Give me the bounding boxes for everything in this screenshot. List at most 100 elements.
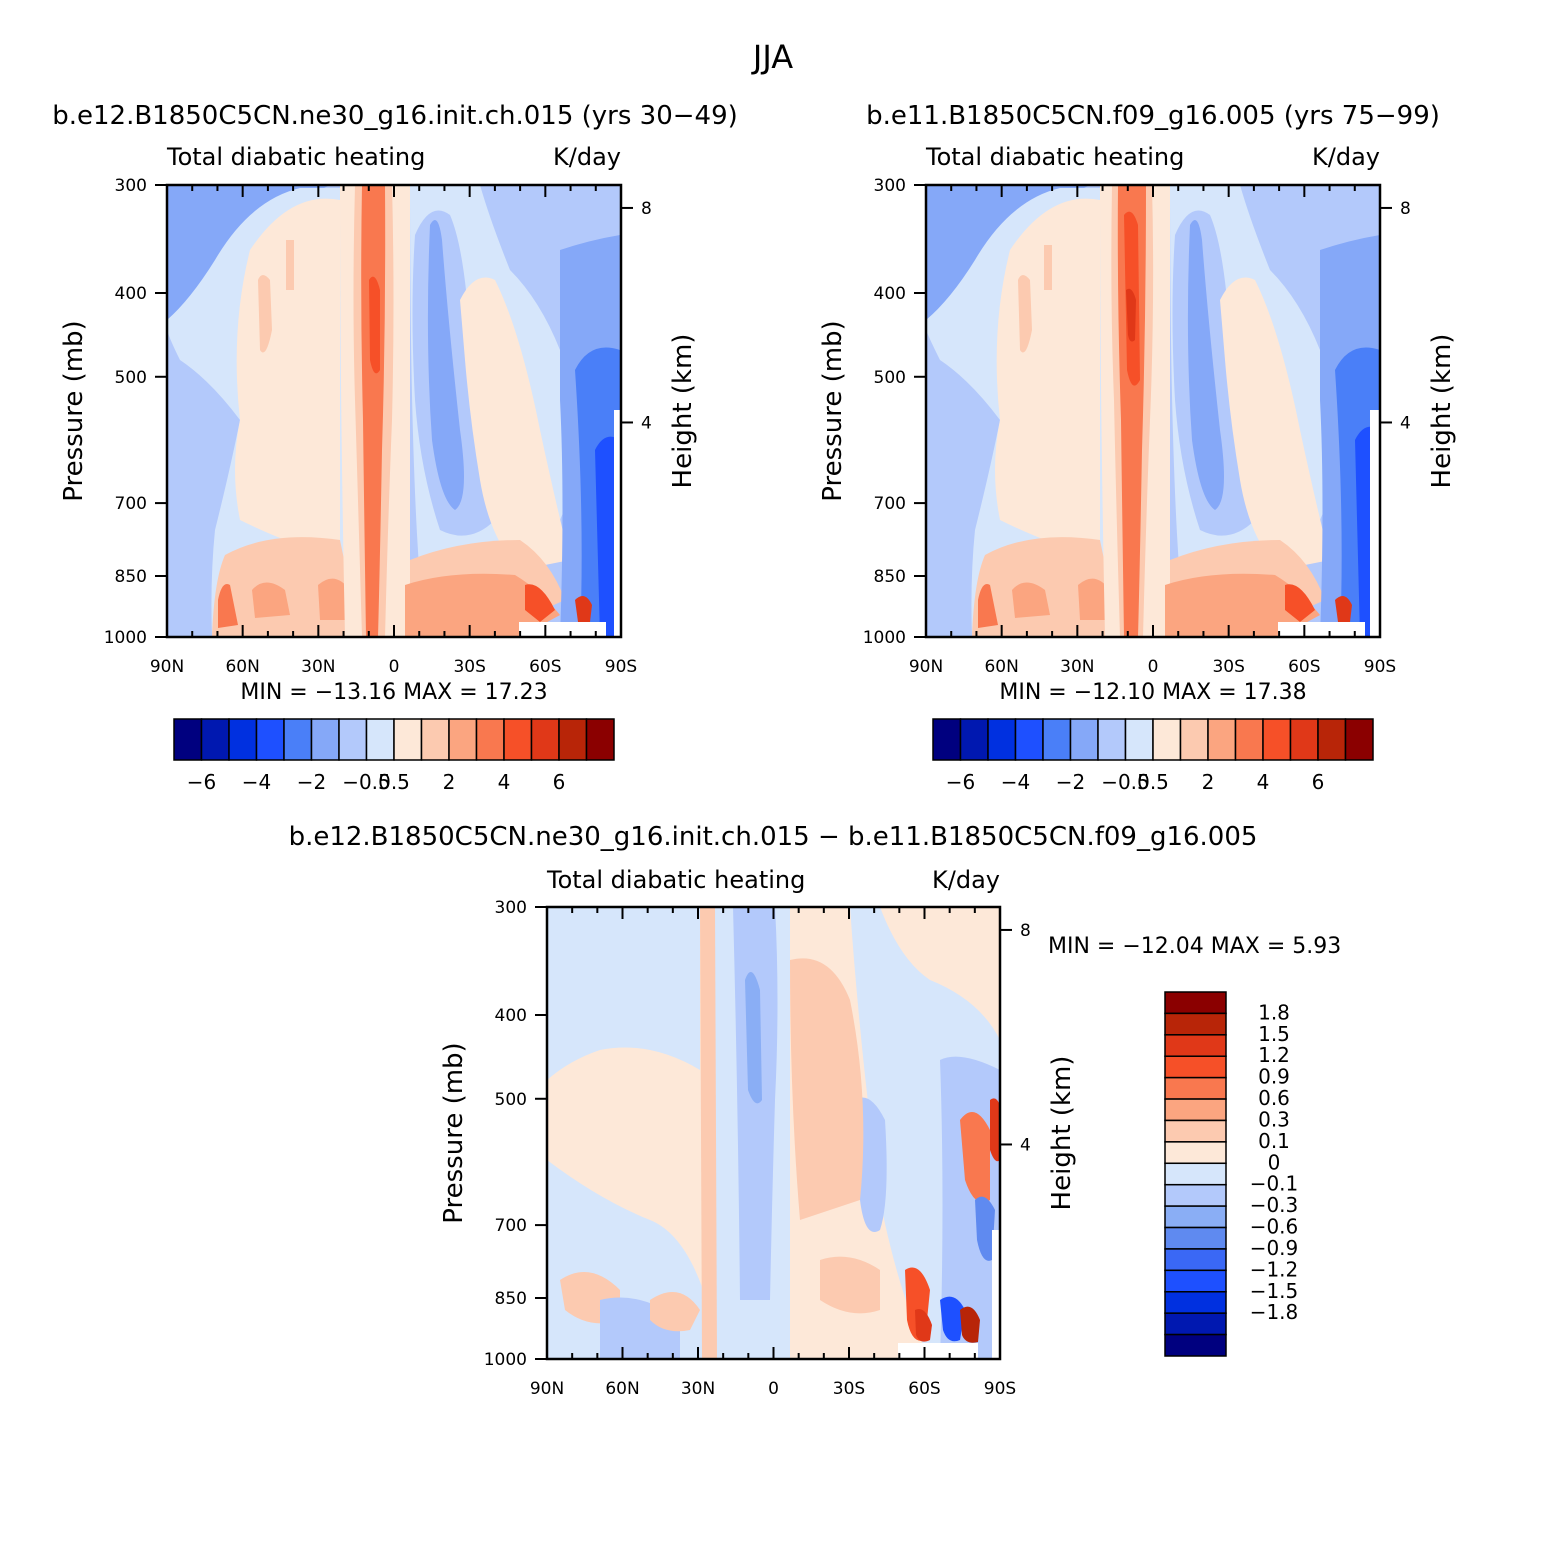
colorbar-label-0-6: 0.6 — [1258, 1086, 1290, 1110]
x-tick-label-90s: 90S — [1364, 657, 1396, 677]
field-title: Total diabatic heating — [925, 143, 1184, 171]
colorbar-swatch — [1164, 1291, 1227, 1314]
y-axis-title: Pressure (mb) — [818, 320, 848, 501]
x-tick-label-90n: 90N — [909, 657, 943, 677]
axes: 90N 60N 30N 0 30S 60S 90S 300 400 500 700 850 1000 8 4… — [818, 176, 1457, 705]
x-tick-label-30n: 30N — [1060, 657, 1094, 677]
colorbar-label-0-5: 0.5 — [378, 770, 410, 794]
x-tick-label-90n: 90N — [150, 657, 184, 677]
colorbar-label-1-8: −1.8 — [1250, 1300, 1299, 1324]
height-tick-label-8: 8 — [641, 199, 652, 219]
x-tick-label-30n: 30N — [301, 657, 335, 677]
height-tick-label-4: 4 — [1400, 413, 1411, 433]
colorbar-swatch — [1164, 1248, 1227, 1272]
x-tick-label-0: 0 — [389, 657, 400, 677]
colorbar-label-2: −2 — [1056, 770, 1085, 794]
y-axis-title-right: Height (km) — [1047, 1056, 1077, 1211]
colorbar-swatch — [1097, 718, 1127, 761]
colorbar-swatch — [393, 718, 423, 761]
colorbar-swatch — [1014, 718, 1044, 761]
colorbar-swatch — [1164, 1119, 1227, 1143]
x-tick-label-60n: 60N — [605, 1379, 639, 1399]
colorbar-swatch — [338, 718, 368, 761]
y-tick-label-400: 400 — [495, 1006, 527, 1026]
axes: 90N 60N 30N 0 30S 60S 90S 300 400 500 700 850 1000 8 4… — [439, 898, 1341, 1399]
colorbar-label-0-3: −0.3 — [1250, 1193, 1299, 1217]
colorbar-label-1-5: 1.5 — [1258, 1022, 1290, 1046]
min-max-stats: MIN = −12.04 MAX = 5.93 — [1048, 934, 1341, 959]
y-axis-title-right: Height (km) — [1427, 334, 1457, 489]
page-title: JJA — [751, 38, 793, 76]
x-tick-label-60s: 60S — [908, 1379, 940, 1399]
colorbar-label-1-2: 1.2 — [1258, 1043, 1290, 1067]
colorbar-swatch — [1207, 718, 1237, 761]
colorbar-label-0-5: −0.5 — [342, 770, 391, 794]
axes: 90N 60N 30N 0 30S 60S 90S 300 400 500 700 850 1000 8 4… — [59, 176, 698, 705]
height-tick-label-4: 4 — [641, 413, 652, 433]
colorbar-label-1-2: −1.2 — [1250, 1257, 1299, 1281]
colorbar-label-1-5: −1.5 — [1250, 1279, 1299, 1303]
colorbar-swatch — [228, 718, 258, 761]
colorbar-swatch — [475, 718, 505, 761]
x-tick-label-90s: 90S — [605, 657, 637, 677]
colorbar-swatch — [1164, 1205, 1227, 1229]
colorbar-swatch — [932, 718, 962, 761]
colorbar-swatch — [420, 718, 450, 761]
y-tick-label-700: 700 — [874, 494, 906, 514]
colorbar-swatch — [1164, 1098, 1227, 1122]
y-tick-label-1000: 1000 — [484, 1350, 527, 1370]
y-tick-label-300: 300 — [115, 176, 147, 196]
colorbar-label-4: −4 — [1001, 770, 1030, 794]
colorbar-swatch — [173, 718, 203, 761]
colorbar-label-0-5: 0.5 — [1137, 770, 1169, 794]
y-tick-label-500: 500 — [495, 1090, 527, 1110]
y-tick-label-850: 850 — [115, 567, 147, 587]
colorbar-label-2: −2 — [297, 770, 326, 794]
x-tick-label-60s: 60S — [529, 657, 561, 677]
y-axis-title: Pressure (mb) — [59, 320, 89, 501]
units-label: K/day — [553, 143, 621, 171]
colorbar-swatch — [365, 718, 395, 761]
y-tick-label-1000: 1000 — [104, 628, 147, 648]
case-title: b.e12.B1850C5CN.ne30_g16.init.ch.015 − b… — [289, 822, 1258, 852]
x-tick-label-90n: 90N — [530, 1379, 564, 1399]
colorbar-swatch — [1164, 1034, 1227, 1057]
colorbar-label-0-9: −0.9 — [1250, 1236, 1299, 1260]
colorbar-swatch — [1164, 1269, 1227, 1293]
colorbar-difference: 1.81.51.20.90.60.30.10−0.1−0.3−0.6−0.9−1… — [1164, 991, 1299, 1357]
colorbar-swatch — [1164, 1012, 1227, 1036]
colorbar-swatch — [1164, 1076, 1227, 1100]
colorbar-label-6: 6 — [1312, 770, 1325, 794]
colorbar-swatch — [585, 718, 615, 761]
y-axis-title-right: Height (km) — [668, 334, 698, 489]
colorbar-comparison: −6 −4 −2 −0.50.5 2 4 6 — [932, 718, 1374, 794]
colorbar-swatch — [1164, 1226, 1227, 1250]
colorbar-swatch — [1289, 718, 1319, 761]
x-tick-label-30s: 30S — [1212, 657, 1244, 677]
colorbar-swatch — [1164, 1333, 1227, 1357]
height-tick-label-4: 4 — [1020, 1135, 1031, 1155]
colorbar-swatch — [987, 718, 1017, 761]
colorbar-label-2: 2 — [443, 770, 456, 794]
units-label: K/day — [932, 866, 1000, 894]
y-tick-label-500: 500 — [115, 368, 147, 388]
units-label: K/day — [1312, 143, 1380, 171]
x-tick-label-60n: 60N — [225, 657, 259, 677]
colorbar-label-1-8: 1.8 — [1258, 1000, 1290, 1024]
colorbar-swatch — [530, 718, 560, 761]
y-tick-label-850: 850 — [495, 1289, 527, 1309]
x-tick-label-30s: 30S — [453, 657, 485, 677]
contour-field — [547, 907, 1000, 1359]
x-tick-label-0: 0 — [1148, 657, 1159, 677]
colorbar-label-4: −4 — [242, 770, 271, 794]
colorbar-label-0-6: −0.6 — [1250, 1215, 1299, 1239]
min-max-stats: MIN = −13.16 MAX = 17.23 — [240, 680, 547, 705]
y-tick-label-1000: 1000 — [863, 628, 906, 648]
colorbar-control: −6 −4 −2 −0.50.5 2 4 6 — [173, 718, 615, 794]
colorbar-label-4: 4 — [498, 770, 511, 794]
height-tick-label-8: 8 — [1020, 921, 1031, 941]
colorbar-swatch — [310, 718, 340, 761]
panel-control-case: b.e12.B1850C5CN.ne30_g16.init.ch.015 (yr… — [52, 101, 738, 705]
